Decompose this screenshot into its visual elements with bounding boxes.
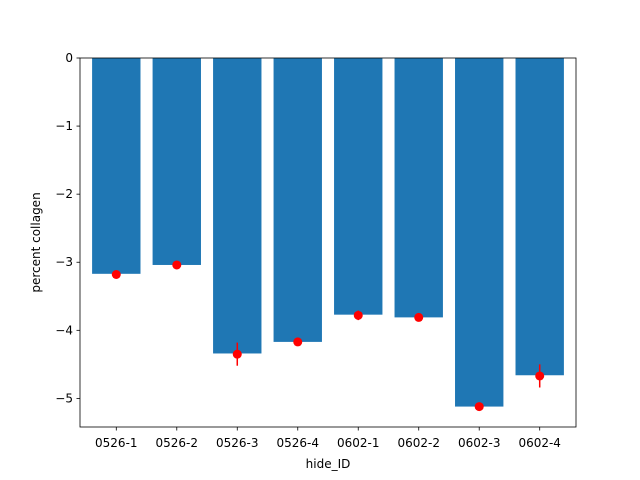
x-axis-ticks: 0526-1 0526-2 0526-3 0526-4 0602-1 0602-2 0602… [95, 427, 561, 450]
bars-layer [92, 58, 564, 407]
x-tick-label: 0602-1 [337, 436, 380, 450]
bar-0602-3 [455, 58, 504, 407]
bar-0602-2 [394, 58, 443, 318]
bar-0526-3 [213, 58, 262, 354]
bar-0526-1 [92, 58, 141, 274]
bar-0526-2 [152, 58, 201, 265]
plot-frame [79, 57, 577, 428]
point-0526-2 [172, 260, 182, 270]
y-axis-ticks: 0 −1 −2 −3 −4 −5 [55, 51, 80, 405]
x-tick-label: 0602-2 [397, 436, 440, 450]
point-0526-4 [293, 337, 303, 347]
y-tick-label: −1 [55, 119, 73, 133]
x-tick-label: 0526-4 [276, 436, 319, 450]
point-0602-1 [353, 310, 363, 320]
y-tick-label: −4 [55, 323, 73, 337]
bar-0526-4 [273, 58, 322, 342]
bar-0602-1 [334, 58, 383, 315]
point-0526-1 [111, 269, 121, 279]
bar-0602-4 [515, 58, 564, 376]
y-tick-label: 0 [65, 51, 73, 65]
x-tick-label: 0526-1 [95, 436, 138, 450]
point-0526-3 [232, 349, 242, 359]
y-tick-label: −5 [55, 391, 73, 405]
x-tick-label: 0602-4 [518, 436, 561, 450]
y-tick-label: −2 [55, 187, 73, 201]
y-tick-label: −3 [55, 255, 73, 269]
x-tick-label: 0526-2 [156, 436, 199, 450]
x-tick-label: 0602-3 [458, 436, 501, 450]
point-0602-2 [414, 312, 424, 322]
point-0602-3 [474, 402, 484, 412]
x-tick-label: 0526-3 [216, 436, 259, 450]
x-axis-label: hide_ID [306, 457, 351, 471]
points-layer [111, 260, 545, 412]
y-axis-label: percent collagen [29, 192, 43, 292]
point-0602-4 [535, 371, 545, 381]
